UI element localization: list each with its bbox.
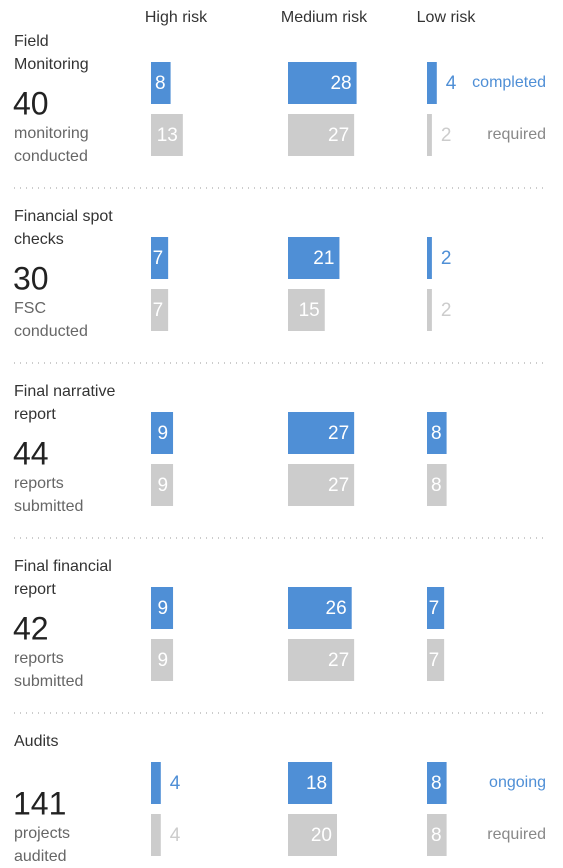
bar [427, 464, 447, 506]
section-title: Audits [14, 733, 58, 750]
bar [427, 114, 432, 156]
section-title: Final narrative report [14, 383, 115, 423]
value-label: 21 [313, 248, 334, 269]
legend-label: ongoing [489, 774, 546, 791]
value-label: 4 [170, 773, 181, 794]
value-label: 4 [446, 73, 457, 94]
bar [151, 814, 161, 856]
value-label: 2 [441, 248, 452, 269]
value-label: 9 [157, 650, 168, 671]
bar [288, 62, 357, 104]
section-title: Financial spot checks [14, 208, 113, 248]
bar [151, 237, 169, 279]
value-label: 8 [431, 475, 442, 496]
value-label: 18 [306, 773, 327, 794]
bar [151, 587, 174, 629]
bar [151, 639, 174, 681]
value-label: 26 [326, 598, 347, 619]
bar [288, 114, 355, 156]
bar [427, 289, 432, 331]
value-label: 7 [153, 248, 164, 269]
total-label: FSC conducted [14, 300, 88, 340]
value-label: 28 [330, 73, 351, 94]
bar [427, 639, 445, 681]
value-label: 7 [153, 300, 164, 321]
total-label: projects audited [14, 825, 70, 865]
value-label: 9 [157, 475, 168, 496]
value-label: 20 [311, 825, 332, 846]
bar [288, 464, 355, 506]
bar [288, 639, 355, 681]
total-label: monitoring conducted [14, 125, 89, 165]
value-label: 13 [157, 125, 178, 146]
total: 44 [13, 435, 49, 471]
legend-label: completed [472, 74, 546, 91]
bar [427, 814, 447, 856]
total-label: reports submitted [14, 650, 83, 690]
legend-label: required [487, 126, 546, 143]
value-label: 9 [157, 423, 168, 444]
value-label: 27 [328, 423, 349, 444]
value-label: 7 [429, 598, 440, 619]
total: 141 [13, 785, 66, 821]
total: 42 [13, 610, 49, 646]
bar [288, 289, 325, 331]
bar [151, 762, 161, 804]
legend-label: required [487, 826, 546, 843]
value-label: 4 [170, 825, 181, 846]
value-label: 9 [157, 598, 168, 619]
section-title: Final financial report [14, 558, 112, 598]
value-label: 27 [328, 125, 349, 146]
bar [151, 114, 183, 156]
bar [151, 464, 174, 506]
bar [427, 62, 437, 104]
bar [427, 412, 447, 454]
bar [288, 587, 352, 629]
value-label: 7 [429, 650, 440, 671]
bar [288, 762, 333, 804]
bar [427, 762, 447, 804]
value-label: 8 [431, 773, 442, 794]
bar [151, 62, 171, 104]
value-label: 2 [441, 125, 452, 146]
total: 30 [13, 260, 49, 296]
value-label: 15 [299, 300, 320, 321]
bar [288, 237, 340, 279]
bar [427, 237, 432, 279]
bar [427, 587, 445, 629]
bar [288, 814, 337, 856]
value-label: 8 [155, 73, 166, 94]
value-label: 8 [431, 825, 442, 846]
column-header: High risk [145, 9, 208, 26]
column-header: Low risk [417, 9, 477, 26]
value-label: 2 [441, 300, 452, 321]
bar [288, 412, 355, 454]
total-label: reports submitted [14, 475, 83, 515]
bar [151, 289, 169, 331]
column-header: Medium risk [281, 9, 368, 26]
section-title: Field Monitoring [14, 33, 89, 73]
value-label: 27 [328, 650, 349, 671]
total: 40 [13, 85, 49, 121]
bar [151, 412, 174, 454]
value-label: 8 [431, 423, 442, 444]
value-label: 27 [328, 475, 349, 496]
